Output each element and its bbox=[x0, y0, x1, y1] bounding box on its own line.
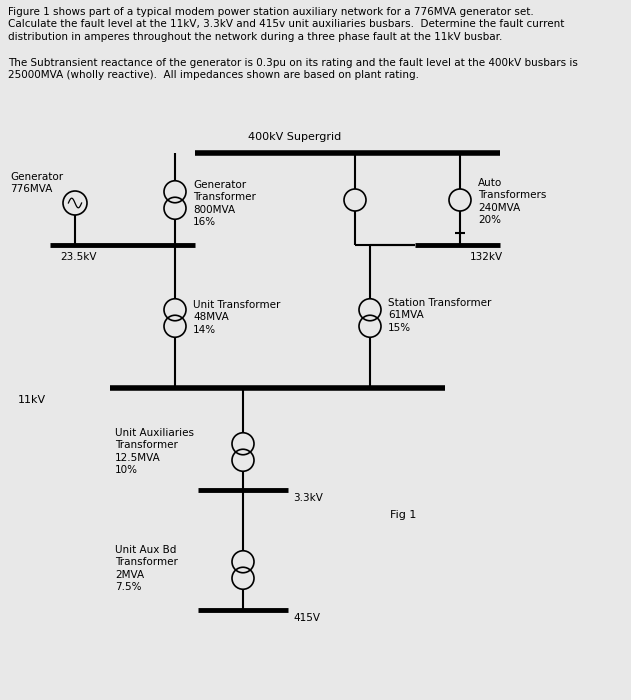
Text: Generator
776MVA: Generator 776MVA bbox=[10, 172, 63, 195]
Text: Unit Aux Bd
Transformer
2MVA
7.5%: Unit Aux Bd Transformer 2MVA 7.5% bbox=[115, 545, 178, 592]
Text: Figure 1 shows part of a typical modem power station auxiliary network for a 776: Figure 1 shows part of a typical modem p… bbox=[8, 7, 564, 42]
Text: 23.5kV: 23.5kV bbox=[60, 252, 97, 262]
Text: The Subtransient reactance of the generator is 0.3pu on its rating and the fault: The Subtransient reactance of the genera… bbox=[8, 58, 578, 80]
Text: Unit Auxiliaries
Transformer
12.5MVA
10%: Unit Auxiliaries Transformer 12.5MVA 10% bbox=[115, 428, 194, 475]
Text: 132kV: 132kV bbox=[470, 252, 503, 262]
Text: 400kV Supergrid: 400kV Supergrid bbox=[249, 132, 341, 142]
Text: 3.3kV: 3.3kV bbox=[293, 493, 323, 503]
Text: 11kV: 11kV bbox=[18, 395, 46, 405]
Text: Auto
Transformers
240MVA
20%: Auto Transformers 240MVA 20% bbox=[478, 178, 546, 225]
Text: Unit Transformer
48MVA
14%: Unit Transformer 48MVA 14% bbox=[193, 300, 280, 335]
Text: Fig 1: Fig 1 bbox=[390, 510, 416, 520]
Text: Station Transformer
61MVA
15%: Station Transformer 61MVA 15% bbox=[388, 298, 492, 332]
Text: Generator
Transformer
800MVA
16%: Generator Transformer 800MVA 16% bbox=[193, 180, 256, 228]
Text: 415V: 415V bbox=[293, 613, 320, 623]
